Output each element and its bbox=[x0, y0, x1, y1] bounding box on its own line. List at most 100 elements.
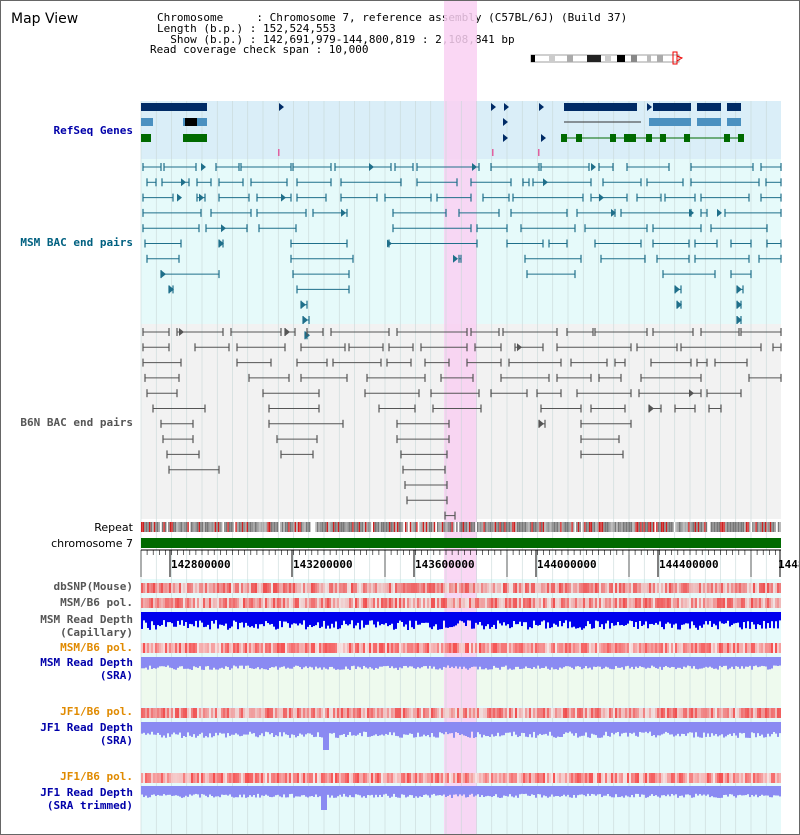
repeat-mark bbox=[312, 522, 314, 532]
polymorphism-cell bbox=[173, 773, 175, 783]
polymorphism-cell bbox=[749, 598, 751, 608]
polymorphism-cell bbox=[703, 583, 705, 593]
read-depth-bar bbox=[489, 657, 491, 670]
repeat-mark bbox=[329, 522, 332, 532]
polymorphism-cell bbox=[421, 598, 423, 608]
msm-bac-arrow bbox=[161, 270, 166, 279]
polymorphism-cell bbox=[607, 708, 609, 718]
read-depth-bar bbox=[371, 612, 373, 621]
polymorphism-cell bbox=[477, 643, 479, 653]
repeat-mark bbox=[235, 522, 237, 532]
polymorphism-cell bbox=[467, 583, 469, 593]
polymorphism-cell bbox=[417, 773, 419, 783]
read-depth-bar bbox=[415, 657, 417, 669]
polymorphism-cell bbox=[353, 583, 355, 593]
read-depth-bar bbox=[433, 612, 435, 627]
msm-depth-sra-label[interactable]: MSM Read Depth bbox=[40, 656, 133, 669]
read-depth-bar bbox=[287, 657, 289, 668]
b6n-bac-label[interactable]: B6N BAC end pairs bbox=[20, 416, 133, 429]
polymorphism-cell bbox=[525, 773, 527, 783]
repeat-mark bbox=[405, 522, 407, 532]
polymorphism-cell bbox=[241, 583, 243, 593]
read-depth-bar bbox=[651, 612, 653, 624]
polymorphism-cell bbox=[623, 708, 625, 718]
repeat-mark bbox=[752, 522, 754, 532]
polymorphism-cell bbox=[299, 643, 301, 653]
read-depth-bar bbox=[375, 786, 377, 795]
repeat-mark bbox=[717, 522, 719, 532]
read-depth-bar bbox=[547, 612, 549, 623]
jf1-b6-pol-label-1[interactable]: JF1/B6 pol. bbox=[60, 705, 133, 718]
read-depth-bar bbox=[141, 722, 143, 734]
read-depth-bar bbox=[695, 612, 697, 628]
read-depth-bar bbox=[649, 612, 651, 625]
polymorphism-cell bbox=[407, 643, 409, 653]
read-depth-bar bbox=[459, 657, 461, 667]
read-depth-bar bbox=[165, 786, 167, 796]
polymorphism-cell bbox=[645, 773, 647, 783]
jf1-b6-pol-label-2[interactable]: JF1/B6 pol. bbox=[60, 770, 133, 783]
polymorphism-cell bbox=[303, 583, 305, 593]
repeat-mark bbox=[222, 522, 224, 532]
repeat-mark bbox=[437, 522, 439, 532]
read-depth-bar bbox=[271, 612, 273, 624]
polymorphism-cell bbox=[215, 708, 217, 718]
jf1-depth-trim-label[interactable]: JF1 Read Depth bbox=[40, 786, 133, 799]
repeat-mark bbox=[613, 522, 615, 532]
polymorphism-cell bbox=[235, 598, 237, 608]
polymorphism-cell bbox=[729, 708, 731, 718]
polymorphism-cell bbox=[487, 708, 489, 718]
dbsnp-label[interactable]: dbSNP(Mouse) bbox=[53, 580, 133, 593]
polymorphism-cell bbox=[717, 598, 719, 608]
read-depth-bar bbox=[691, 786, 693, 798]
polymorphism-cell bbox=[323, 773, 325, 783]
polymorphism-cell bbox=[463, 708, 465, 718]
read-depth-bar bbox=[357, 657, 359, 667]
polymorphism-cell bbox=[375, 643, 377, 653]
msm-depth-capillary-label[interactable]: MSM Read Depth bbox=[40, 613, 133, 626]
read-depth-bar bbox=[469, 612, 471, 621]
msm-b6-pol-label-1[interactable]: MSM/B6 pol. bbox=[60, 596, 133, 609]
read-depth-bar bbox=[399, 722, 401, 738]
repeat-mark bbox=[259, 522, 261, 532]
polymorphism-cell bbox=[551, 583, 553, 593]
msm-b6-pol-label-2[interactable]: MSM/B6 pol. bbox=[60, 641, 133, 654]
repeat-mark bbox=[213, 522, 215, 532]
read-depth-bar bbox=[191, 657, 193, 670]
polymorphism-cell bbox=[285, 773, 287, 783]
polymorphism-cell bbox=[533, 643, 535, 653]
polymorphism-cell bbox=[469, 643, 471, 653]
refseq-genes-label[interactable]: RefSeq Genes bbox=[53, 124, 133, 137]
msm-bac-label[interactable]: MSM BAC end pairs bbox=[20, 236, 133, 249]
polymorphism-cell bbox=[547, 583, 549, 593]
polymorphism-cell bbox=[275, 773, 277, 783]
polymorphism-cell bbox=[733, 708, 735, 718]
read-depth-bar bbox=[545, 612, 547, 629]
read-depth-bar bbox=[737, 612, 739, 623]
polymorphism-cell bbox=[275, 708, 277, 718]
msm-bac-arrow bbox=[737, 316, 742, 324]
polymorphism-cell bbox=[209, 708, 211, 718]
read-depth-bar bbox=[361, 612, 363, 621]
repeat-mark bbox=[499, 522, 501, 532]
repeat-mark bbox=[489, 522, 492, 532]
polymorphism-cell bbox=[571, 708, 573, 718]
repeat-mark bbox=[558, 522, 560, 532]
read-depth-bar bbox=[345, 786, 347, 797]
read-depth-bar bbox=[379, 612, 381, 626]
read-depth-bar bbox=[297, 786, 299, 797]
read-depth-bar bbox=[201, 612, 203, 623]
read-depth-bar bbox=[273, 722, 275, 737]
read-depth-bar bbox=[497, 786, 499, 798]
read-depth-bar bbox=[415, 786, 417, 797]
polymorphism-cell bbox=[317, 773, 319, 783]
jf1-depth-label[interactable]: JF1 Read Depth bbox=[40, 721, 133, 734]
polymorphism-cell bbox=[527, 643, 529, 653]
polymorphism-cell bbox=[185, 583, 187, 593]
read-depth-bar bbox=[391, 612, 393, 624]
read-depth-bar bbox=[199, 657, 201, 667]
polymorphism-cell bbox=[217, 773, 219, 783]
polymorphism-cell bbox=[179, 598, 181, 608]
polymorphism-cell bbox=[397, 583, 399, 593]
